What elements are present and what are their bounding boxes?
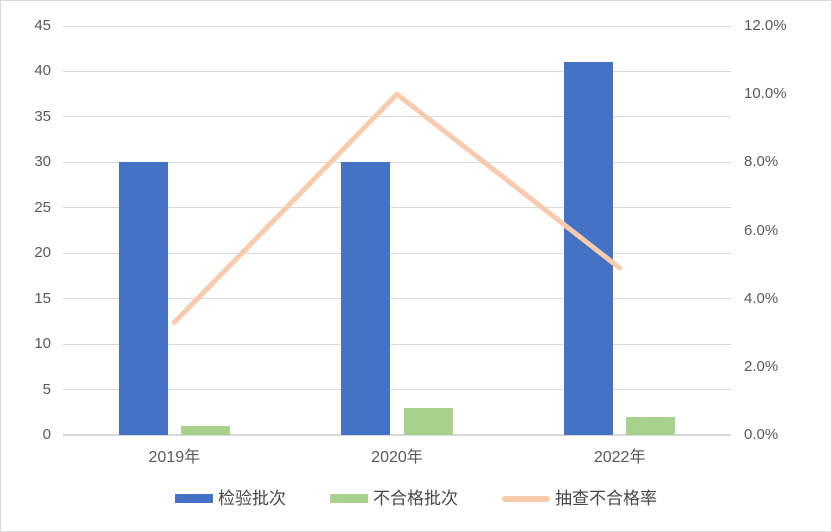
legend-item: 抽查不合格率 — [502, 488, 657, 509]
left-axis-tick-label: 40 — [34, 62, 51, 80]
rate-line — [171, 91, 623, 325]
legend-item: 不合格批次 — [330, 488, 458, 509]
gridline — [63, 116, 731, 118]
bar-primary — [563, 62, 613, 435]
gridline — [63, 252, 731, 254]
left-axis-tick-label: 5 — [42, 380, 51, 398]
legend-label: 不合格批次 — [373, 489, 458, 508]
gridline — [63, 161, 731, 163]
x-axis-category-label: 2019年 — [148, 449, 201, 466]
legend-label: 检验批次 — [218, 489, 286, 508]
left-axis-tick-label: 10 — [34, 335, 51, 353]
x-axis-line — [63, 434, 731, 436]
right-axis-tick-label: 10.0% — [744, 85, 787, 103]
left-axis-tick-label: 15 — [34, 289, 51, 307]
left-axis-tick-label: 30 — [34, 153, 51, 171]
legend: 检验批次 不合格批次 抽查不合格率 — [1, 488, 831, 509]
x-axis-category-label: 2022年 — [593, 449, 646, 466]
left-axis-tick-label: 0 — [42, 426, 51, 443]
left-axis-tick-label: 20 — [34, 244, 51, 262]
gridline — [63, 389, 731, 391]
bar-secondary — [403, 407, 453, 435]
legend-bar-swatch-icon — [175, 494, 213, 503]
gridline — [63, 70, 731, 72]
right-axis-tick-label: 4.0% — [744, 289, 779, 307]
legend-line-swatch-icon — [502, 495, 550, 502]
legend-label: 抽查不合格率 — [555, 489, 657, 508]
bar-secondary — [626, 416, 676, 435]
gridline — [63, 207, 731, 209]
plot-area — [63, 25, 731, 435]
left-axis-tick-label: 35 — [34, 107, 51, 125]
gridline — [63, 25, 731, 27]
bar-primary — [341, 162, 391, 435]
left-axis-tick-label: 45 — [34, 17, 51, 34]
right-axis-tick-label: 6.0% — [744, 221, 779, 239]
legend-bar-swatch-icon — [330, 494, 368, 503]
right-axis-tick-label: 12.0% — [744, 17, 787, 34]
line-series-layer — [171, 91, 623, 325]
legend-item: 检验批次 — [175, 488, 286, 509]
gridline — [63, 298, 731, 300]
bar-primary — [118, 162, 168, 435]
right-axis-tick-label: 2.0% — [744, 357, 779, 375]
gridline — [63, 343, 731, 345]
right-axis-tick-label: 0.0% — [744, 426, 779, 443]
right-axis-tick-label: 8.0% — [744, 153, 779, 171]
x-axis-category-label: 2020年 — [371, 449, 423, 466]
left-axis-tick-label: 25 — [34, 198, 51, 216]
bar-secondary — [181, 425, 231, 435]
